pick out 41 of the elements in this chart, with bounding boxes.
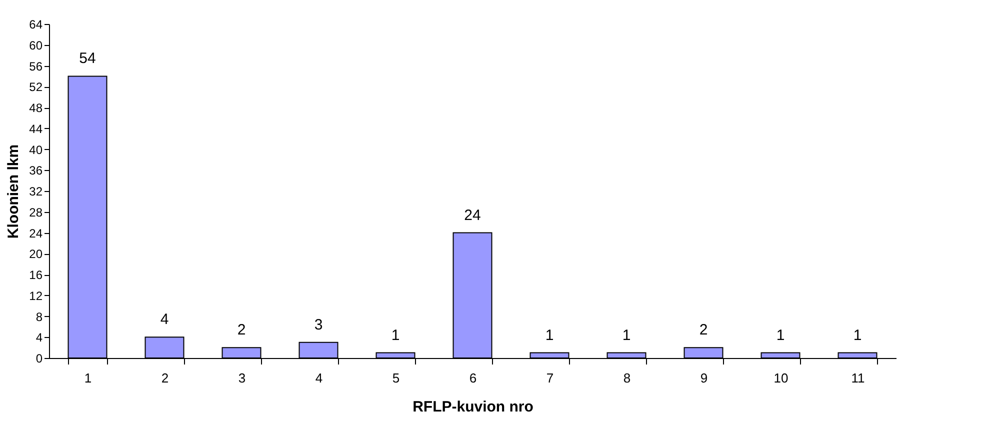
y-tick-label: 44 xyxy=(29,122,43,136)
y-tick-label: 32 xyxy=(29,184,43,198)
y-tick-label: 60 xyxy=(29,38,43,52)
x-tick-label: 7 xyxy=(546,370,554,386)
data-label: 1 xyxy=(776,326,785,344)
x-tick-label: 1 xyxy=(84,370,92,386)
data-label: 24 xyxy=(464,206,481,224)
y-tick-label: 52 xyxy=(29,80,43,94)
y-tick-label: 24 xyxy=(29,226,43,240)
y-tick-label: 8 xyxy=(36,310,43,324)
y-tick-label: 40 xyxy=(29,142,43,157)
y-axis-title: Kloonien lkm xyxy=(5,144,22,239)
y-tick-label: 20 xyxy=(29,247,43,262)
data-label: 54 xyxy=(79,50,96,68)
y-tick-label: 12 xyxy=(29,288,43,303)
x-tick-label: 6 xyxy=(469,370,477,386)
data-label: 4 xyxy=(160,311,169,328)
x-tick-label: 10 xyxy=(774,370,788,386)
x-tick-label: 3 xyxy=(238,370,246,386)
x-tick-label: 9 xyxy=(700,370,708,386)
x-axis-title: RFLP-kuvion nro xyxy=(412,398,534,416)
y-tick-label: 64 xyxy=(29,18,43,32)
data-label: 2 xyxy=(237,322,246,339)
x-tick-label: 4 xyxy=(315,370,323,386)
y-tick-label: 28 xyxy=(29,205,43,220)
data-label: 1 xyxy=(545,326,554,344)
y-tick-label: 56 xyxy=(29,59,43,74)
x-tick-label: 8 xyxy=(623,370,631,386)
data-label: 3 xyxy=(314,316,323,334)
y-tick-label: 0 xyxy=(36,352,43,366)
y-tick-label: 4 xyxy=(36,330,43,345)
data-label: 1 xyxy=(853,326,862,344)
y-tick-label: 36 xyxy=(29,164,43,178)
y-tick-label: 16 xyxy=(29,268,43,282)
x-tick-label: 2 xyxy=(161,370,169,386)
data-label: 1 xyxy=(622,326,631,344)
data-label: 2 xyxy=(699,322,708,339)
x-tick-label: 5 xyxy=(392,370,400,386)
x-tick-label: 11 xyxy=(851,370,865,386)
y-tick-label: 48 xyxy=(29,101,43,115)
data-label: 1 xyxy=(391,326,400,344)
